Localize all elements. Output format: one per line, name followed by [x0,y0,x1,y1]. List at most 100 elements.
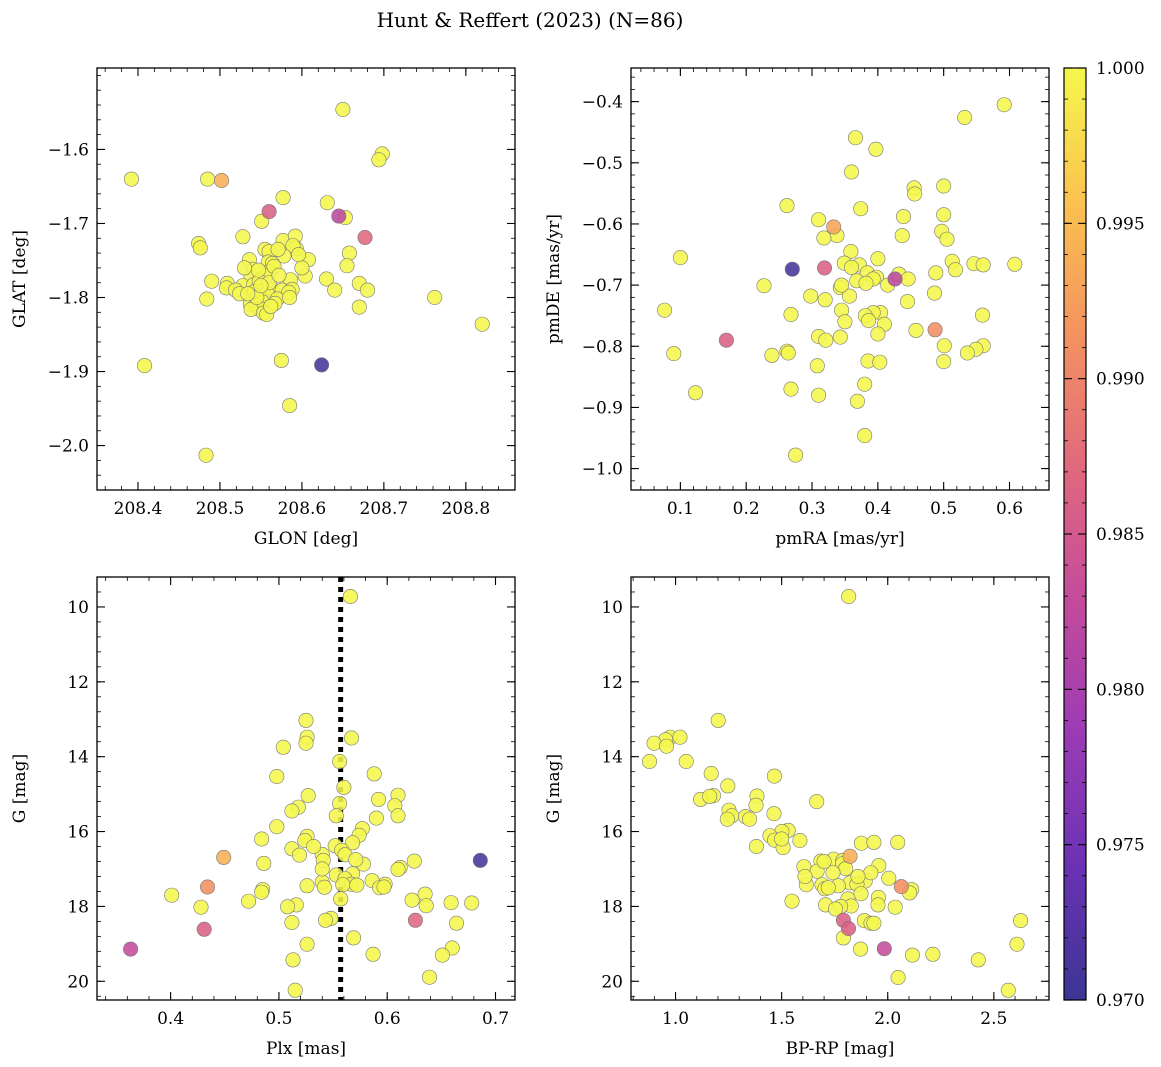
data-point [1009,936,1025,952]
data-point [840,920,856,936]
panel-position: 208.4 208.5 208.6 208.7 208.8 −2.0 −1.9 −1.8 −1.… [10,67,516,549]
data-point [200,171,216,187]
data-point [332,753,348,769]
panel-color-magnitude: 1.0 1.5 2.0 2.5 10 12 14 16 18 20 BP-RP [mag] G [ma… [544,576,1050,1059]
x-tick-label: 0.4 [157,1009,184,1029]
data-point [137,358,153,374]
y-tick-label: 10 [601,598,623,618]
data-point [900,271,916,287]
data-point [198,447,214,463]
data-point [783,381,799,397]
data-point [284,914,300,930]
data-point [390,808,406,824]
data-point [443,895,459,911]
x-tick-label: 1.0 [662,1009,689,1029]
data-point [407,912,423,928]
data-point [970,952,986,968]
plot-frame [630,576,1050,1001]
data-point [349,877,365,893]
data-point [853,201,869,217]
y-axis-label: G [mag] [544,754,564,823]
data-point [784,261,800,277]
y-tick-label: −0.9 [582,398,623,418]
data-point [123,171,139,187]
colorbar-tick-label: 0.970 [1096,991,1145,1011]
data-point [335,877,351,893]
data-point [371,152,387,168]
y-tick-label: 16 [601,823,623,843]
panel-parallax-magnitude: 0.4 0.5 0.6 0.7 10 12 14 16 18 20 Plx [mas] G [mag] [10,576,516,1059]
data-point [926,285,942,301]
data-point [346,930,362,946]
y-tick-label: 18 [601,897,623,917]
data-point [925,946,941,962]
y-tick-label: −1.9 [48,363,89,383]
data-point [834,277,850,293]
data-point [870,897,886,913]
data-point [406,853,422,869]
y-axis-label: GLAT [deg] [10,230,30,328]
data-point [427,289,443,305]
data-point [261,204,277,220]
y-tick-label: 20 [67,972,89,992]
colorbar-tick-label: 0.975 [1096,836,1145,856]
data-point [672,729,688,745]
x-tick-label: 0.5 [930,499,957,519]
data-point [809,794,825,810]
colorbar: 0.970 0.975 0.980 0.985 0.990 0.995 1.000 [1063,59,1145,1011]
data-point [702,788,718,804]
data-point [858,275,874,291]
data-point [214,173,230,189]
data-point [270,241,286,257]
data-point [936,338,952,354]
data-point [343,730,359,746]
y-tick-label: −2.0 [48,437,89,457]
data-point [939,231,955,247]
data-point [870,251,886,267]
data-point [253,278,269,294]
data-point [351,299,367,315]
data-point [837,314,853,330]
data-point [887,899,903,915]
data-point [853,886,869,902]
scatter-points [123,577,488,1000]
data-point [666,346,682,362]
data-point [464,895,480,911]
data-point [196,921,212,937]
data-point [975,257,991,273]
data-point [890,969,906,985]
data-point [282,289,298,305]
data-point [287,982,303,998]
y-tick-label: 20 [601,972,623,992]
data-point [254,884,270,900]
data-point [849,393,865,409]
data-point [720,778,736,794]
scatter-points [657,97,1023,463]
data-point [317,912,333,928]
data-point [809,358,825,374]
data-point [376,879,392,895]
data-point [319,195,335,211]
data-point [868,141,884,157]
data-point [273,352,289,368]
data-point [298,735,314,751]
x-axis-label: Plx [mas] [266,1039,346,1059]
data-point [659,738,675,754]
x-tick-label: 208.8 [441,499,490,519]
data-point [448,915,464,931]
x-tick-label: 208.6 [278,499,327,519]
data-point [816,260,832,276]
data-point [404,892,420,908]
data-point [216,849,232,865]
data-point [959,345,975,361]
data-point [357,230,373,246]
data-point [756,278,772,294]
data-point [241,893,257,909]
data-point [899,294,915,310]
x-tick-label: 208.5 [196,499,245,519]
y-tick-label: −0.8 [582,337,623,357]
data-point [359,282,375,298]
data-point [797,868,813,884]
x-tick-label: 2.5 [980,1009,1007,1029]
data-point [927,322,943,338]
